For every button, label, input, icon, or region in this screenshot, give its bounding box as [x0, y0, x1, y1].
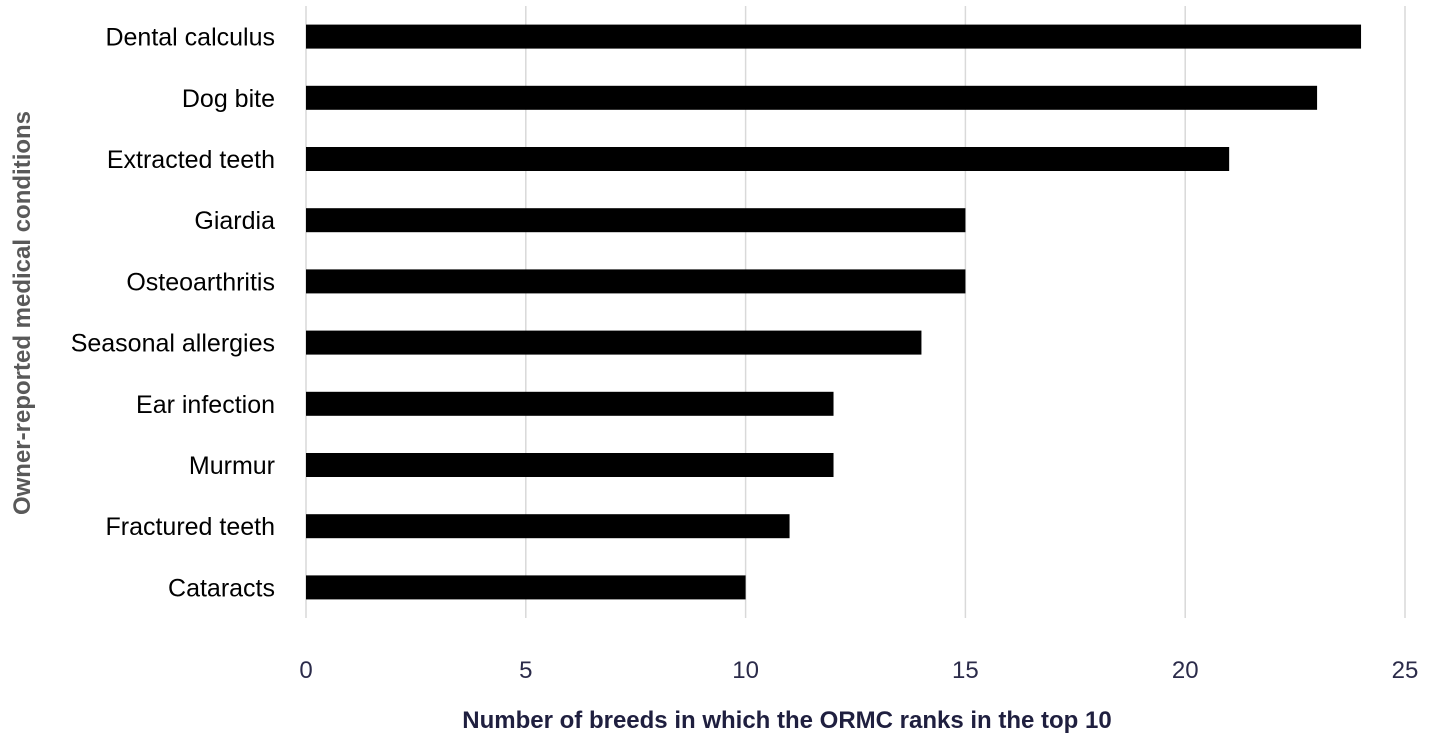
bar	[306, 269, 966, 294]
bar	[306, 147, 1230, 171]
bar	[306, 514, 790, 539]
category-label: Extracted teeth	[107, 146, 275, 174]
category-label: Dental calculus	[105, 24, 275, 52]
x-tick-label: 0	[299, 657, 312, 684]
bar	[306, 85, 1318, 110]
category-label: Fractured teeth	[105, 513, 275, 541]
bar	[306, 453, 834, 477]
category-label: Cataracts	[168, 574, 275, 602]
bar	[306, 575, 746, 600]
bar	[306, 330, 922, 355]
y-axis-title: Owner-reported medical conditions	[9, 111, 36, 515]
bars	[306, 24, 1362, 600]
bar	[306, 208, 966, 233]
x-tick-label: 5	[519, 657, 532, 684]
x-axis-title: Number of breeds in which the ORMC ranks…	[462, 707, 1111, 734]
category-label: Murmur	[189, 452, 275, 480]
bar	[306, 391, 834, 416]
x-tick-label: 25	[1392, 657, 1419, 684]
category-label: Osteoarthritis	[126, 268, 275, 296]
category-label: Dog bite	[182, 85, 275, 113]
category-labels: Dental calculus Dog bite Extracted teeth Gi…	[71, 24, 275, 603]
x-tick-label: 10	[732, 657, 759, 684]
category-label: Ear infection	[136, 391, 275, 419]
x-tick-label: 20	[1172, 657, 1199, 684]
x-tick-label: 15	[952, 657, 979, 684]
category-label: Giardia	[194, 207, 275, 235]
category-label: Seasonal allergies	[71, 330, 275, 358]
bar	[306, 24, 1362, 49]
x-tick-labels: 0 5 10 15 20 25	[299, 657, 1418, 684]
